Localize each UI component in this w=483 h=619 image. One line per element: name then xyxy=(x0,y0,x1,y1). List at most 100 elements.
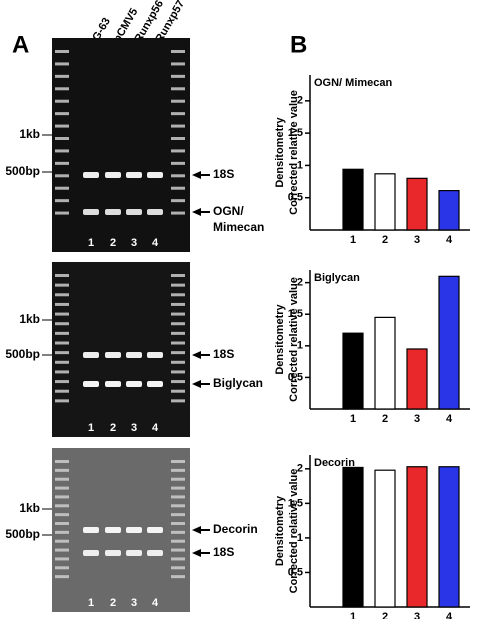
y-tick-label: 1.5 xyxy=(288,127,303,139)
x-tick-label: 2 xyxy=(382,234,388,246)
ladder-band xyxy=(55,530,69,534)
ladder-band xyxy=(171,137,185,140)
ladder-band xyxy=(171,530,185,534)
band-label: Biglycan xyxy=(213,376,263,390)
ladder-band xyxy=(171,322,185,326)
lane-number: 3 xyxy=(131,422,137,434)
ladder-band xyxy=(55,161,69,165)
dna-band xyxy=(126,550,142,556)
dna-band xyxy=(147,381,163,387)
bar xyxy=(342,332,364,410)
y-tick-label: 1.5 xyxy=(288,497,303,509)
ladder-band xyxy=(55,468,69,472)
ladder-band xyxy=(55,274,69,277)
band-label: Mimecan xyxy=(213,220,264,234)
ladder-band xyxy=(171,557,185,561)
lane-number: 4 xyxy=(152,422,159,434)
x-tick-label: 1 xyxy=(350,611,356,619)
size-marker: 500bp xyxy=(5,347,40,361)
lane-number: 1 xyxy=(88,237,94,249)
ladder-band xyxy=(55,566,69,570)
y-axis-label: Corrected relative value xyxy=(288,469,300,594)
arrow-head xyxy=(192,380,201,388)
ladder-band xyxy=(171,211,185,215)
ladder-band xyxy=(171,522,185,525)
ladder-band xyxy=(171,486,185,490)
ladder-band xyxy=(55,62,69,66)
lane-number: 2 xyxy=(110,422,116,434)
ladder-band xyxy=(171,575,185,579)
ladder-band xyxy=(55,302,69,306)
ladder-band xyxy=(171,495,185,499)
ladder-band xyxy=(171,380,185,384)
dna-band xyxy=(83,352,99,358)
ladder-band xyxy=(171,50,185,53)
y-tick-label: 1 xyxy=(297,532,303,544)
band-label: OGN/ xyxy=(213,204,244,218)
y-axis-label: Densitometry xyxy=(274,116,286,187)
ladder-band xyxy=(171,389,185,393)
x-tick-label: 3 xyxy=(414,413,420,425)
lane-number: 1 xyxy=(88,422,94,434)
dna-band xyxy=(105,172,121,178)
ladder-band xyxy=(55,293,69,297)
arrow-head xyxy=(192,208,201,216)
bar xyxy=(406,466,428,608)
dna-band xyxy=(105,352,121,358)
dna-band xyxy=(147,527,163,533)
y-tick-label: 1 xyxy=(297,340,303,352)
ladder-band xyxy=(55,513,69,517)
ladder-band xyxy=(171,312,185,316)
gel-image xyxy=(52,262,190,437)
band-label: Decorin xyxy=(213,522,258,536)
y-tick-label: 0.5 xyxy=(288,371,303,383)
ladder-band xyxy=(55,50,69,53)
y-axis-label: Corrected relative value xyxy=(288,90,300,215)
bar xyxy=(438,190,460,231)
ladder-band xyxy=(171,370,185,374)
ladder-band xyxy=(171,99,185,103)
bar xyxy=(374,316,396,410)
y-axis-label: Densitometry xyxy=(274,303,286,374)
lane-number: 4 xyxy=(152,237,159,249)
ladder-band xyxy=(55,460,69,463)
x-tick-label: 1 xyxy=(350,413,356,425)
band-label: 18S xyxy=(213,545,234,559)
chart-title: Decorin xyxy=(314,457,355,469)
size-marker: 1kb xyxy=(19,127,40,141)
ladder-band xyxy=(55,137,69,140)
ladder-band xyxy=(55,539,69,543)
ladder-band xyxy=(55,74,69,78)
ladder-band xyxy=(171,513,185,517)
band-label: 18S xyxy=(213,167,234,181)
ladder-band xyxy=(55,112,69,116)
ladder-band xyxy=(55,504,69,508)
ladder-band xyxy=(171,186,185,190)
ladder-band xyxy=(55,370,69,374)
ladder-band xyxy=(55,495,69,499)
ladder-band xyxy=(55,399,69,403)
dna-band xyxy=(83,381,99,387)
dna-band xyxy=(105,527,121,533)
ladder-band xyxy=(171,504,185,508)
bar xyxy=(438,275,460,410)
ladder-band xyxy=(171,62,185,66)
ladder-band xyxy=(55,360,69,364)
dna-band xyxy=(126,352,142,358)
x-tick-label: 1 xyxy=(350,234,356,246)
ladder-band xyxy=(171,174,185,178)
y-axis-label: Densitometry xyxy=(274,495,286,566)
x-tick-label: 3 xyxy=(414,234,420,246)
panel-label: A xyxy=(12,31,29,58)
ladder-band xyxy=(55,174,69,178)
dna-band xyxy=(147,209,163,215)
arrow-head xyxy=(192,351,201,359)
size-marker: 1kb xyxy=(19,312,40,326)
lane-number: 4 xyxy=(152,597,159,609)
dna-band xyxy=(147,172,163,178)
dna-band xyxy=(83,527,99,533)
ladder-band xyxy=(55,331,69,335)
arrow-head xyxy=(192,526,201,534)
ladder-band xyxy=(171,124,185,128)
dna-band xyxy=(83,172,99,178)
